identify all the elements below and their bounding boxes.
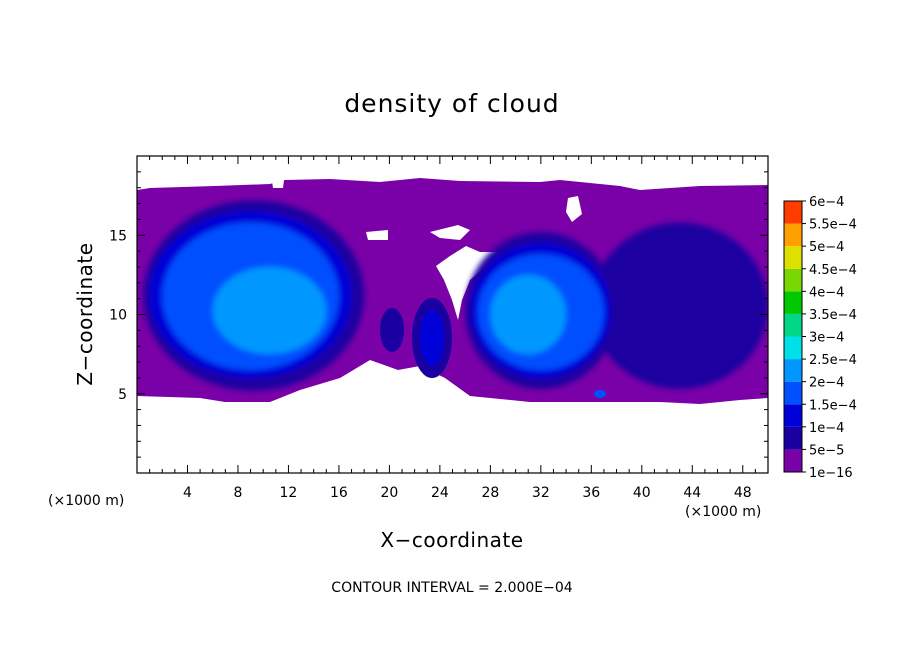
x-tick-label: 32 [532, 485, 550, 501]
y-tick-label: 15 [109, 228, 127, 244]
cloud-region-level-1 [591, 222, 768, 389]
colorbar-label: 5e−5 [809, 443, 844, 458]
contour-interval: CONTOUR INTERVAL = 2.000E−04 [331, 580, 572, 596]
colorbar-swatch [784, 246, 802, 269]
colorbar-label: 2e−4 [809, 376, 844, 391]
x-tick-label: 48 [734, 485, 752, 501]
cloud-cell-small [420, 310, 444, 366]
colorbar-label: 1e−4 [809, 421, 844, 436]
colorbar-swatch [784, 336, 802, 360]
colorbar-swatch [784, 223, 802, 247]
x-tick-label: 16 [330, 485, 348, 501]
x-tick-label: 24 [431, 485, 449, 501]
colorbar-label: 4.5e−4 [809, 263, 857, 278]
x-tick-label: 12 [280, 485, 298, 501]
x-tick-label: 40 [633, 485, 651, 501]
heatmap-field [137, 178, 768, 404]
cloud-cell-small [594, 390, 606, 398]
colorbar-label: 5.5e−4 [809, 218, 857, 233]
colorbar-swatch [784, 426, 802, 450]
colorbar-label: 3.5e−4 [809, 308, 857, 323]
y-axis-label: Z−coordinate [73, 242, 97, 385]
cloud-gap [366, 230, 388, 240]
colorbar-swatch [784, 381, 802, 405]
x-tick-label: 4 [183, 485, 192, 501]
x-unit-right: (×1000 m) [685, 504, 761, 520]
y-tick-label: 10 [109, 308, 127, 324]
cloud-gap [566, 196, 582, 222]
colorbar-label: 1.5e−4 [809, 398, 857, 413]
colorbar-swatch [784, 313, 802, 337]
colorbar-swatch [784, 268, 802, 292]
colorbar-swatch [784, 359, 802, 382]
x-tick-label: 28 [481, 485, 499, 501]
cloud-region-level-4 [212, 266, 327, 355]
cloud-region-level-4 [490, 274, 567, 355]
colorbar-swatch [784, 404, 802, 427]
colorbar-label: 2.5e−4 [809, 353, 857, 368]
colorbar-swatch [784, 291, 802, 314]
x-tick-label: 44 [683, 485, 701, 501]
x-unit-left: (×1000 m) [48, 493, 124, 509]
colorbar-label: 1e−16 [809, 466, 853, 481]
colorbar-label: 6e−4 [809, 195, 844, 210]
y-tick-label: 5 [118, 387, 127, 403]
colorbar: 1e−16 5e−5 1e−4 1.5e−4 2e−4 2.5e−4 3e−4 3.5e−4 4… [783, 195, 857, 481]
cloud-cell-small [380, 308, 404, 352]
colorbar-label: 3e−4 [809, 331, 844, 346]
x-tick-label: 36 [582, 485, 600, 501]
colorbar-swatch [784, 449, 802, 472]
x-tick-label: 8 [233, 485, 242, 501]
x-axis-label: X−coordinate [380, 528, 523, 552]
colorbar-label: 5e−4 [809, 240, 844, 255]
colorbar-label: 4e−4 [809, 285, 844, 300]
x-tick-label: 20 [380, 485, 398, 501]
cloud-gap [430, 225, 470, 240]
colorbar-swatch [784, 201, 802, 224]
axis-ticks [137, 156, 768, 473]
chart-title: density of cloud [344, 89, 559, 118]
cloud-gap [272, 180, 284, 188]
